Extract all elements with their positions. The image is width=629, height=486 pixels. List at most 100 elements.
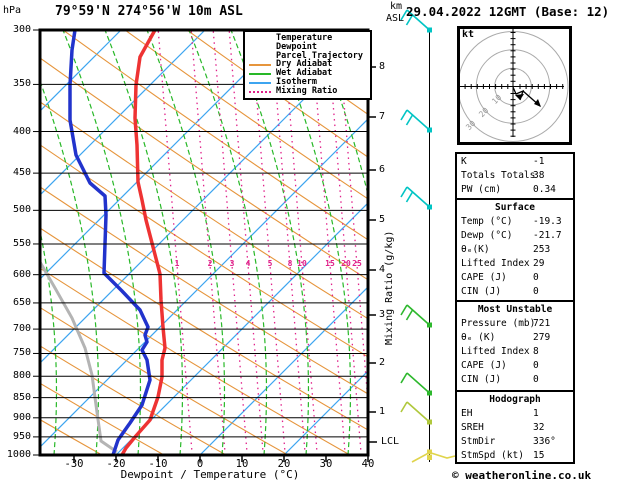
table-row-label: K: [461, 156, 467, 167]
wind-barb: [400, 186, 432, 210]
pressure-tick-label: 300: [12, 24, 31, 35]
mixing-ratio-value-label: 15: [325, 259, 335, 268]
table-section-header: Surface: [494, 202, 536, 213]
credit-footer: © weatheronline.co.uk: [452, 469, 592, 482]
dry-adiabat-line: [41, 144, 367, 357]
wet-adiabat-line: [104, 31, 184, 454]
pressure-tick-label: 600: [12, 268, 31, 280]
table-row-label: Lifted Index: [461, 346, 530, 357]
dry-adiabat-line: [41, 383, 164, 454]
legend-item: Wet Adiabat: [245, 68, 370, 79]
table-row-value: 336°: [533, 436, 556, 447]
wet-adiabat-line: [230, 31, 310, 454]
pressure-tick-label: 800: [12, 370, 31, 382]
temperature-trace: [120, 31, 167, 454]
pressure-tick-label: 850: [12, 391, 31, 403]
pressure-tick-label: 650: [12, 296, 31, 308]
station-title: 79°59'N 274°56'W 10m ASL: [55, 4, 243, 19]
temp-tick-label: 0: [196, 458, 204, 470]
legend: Temperature Dewpoint Parcel Trajectory Dry …: [243, 30, 372, 100]
dry-adiabat-line: [41, 58, 367, 280]
table-row-label: Temp (°C): [461, 216, 513, 227]
legend-swatch-isotherm: [249, 82, 271, 84]
km-tick-label: 3: [379, 309, 386, 320]
isotherm-line: [41, 31, 289, 279]
legend-item: Mixing Ratio: [245, 85, 370, 96]
hodograph-unit-label: kt: [462, 29, 475, 40]
lcl-label: LCL: [381, 436, 400, 447]
dry-adiabat-line: [63, 31, 367, 240]
km-axis-unit: km: [390, 1, 403, 12]
table-section-most-unstable: Most Unstable Pressure (mb) 721 θₑ (K) 279 Li…: [455, 300, 575, 392]
temp-tick-label: 30: [319, 458, 333, 470]
isotherm-line: [200, 287, 367, 454]
table-section-indices: K -1 Totals Totals 38 PW (cm) 0.34: [455, 152, 575, 200]
mixing-ratio-value-label: 2: [207, 259, 213, 268]
datetime-title: 29.04.2022 12GMT (Base: 12): [406, 4, 610, 19]
pressure-tick-label: 500: [12, 204, 31, 216]
pressure-tick-label: 1000: [6, 449, 31, 460]
wind-barb: [400, 372, 432, 396]
table-row-value: 8: [533, 346, 539, 357]
temp-tick-label: -20: [106, 458, 126, 470]
temp-tick-label: -30: [64, 458, 84, 470]
legend-label: Temperature: [276, 33, 333, 43]
legend-label: Dry Adiabat: [276, 59, 333, 70]
legend-item: Isotherm: [245, 77, 370, 87]
table-row-value: 29: [533, 258, 545, 269]
mixing-ratio-line: [190, 31, 226, 454]
legend-item: Dry Adiabat: [245, 59, 370, 70]
table-row-label: CIN (J): [461, 286, 502, 297]
temp-tick-label: 40: [361, 458, 375, 470]
km-tick-label: 7: [379, 111, 386, 122]
km-tick-label: 6: [379, 164, 386, 175]
pressure-tick-label: 550: [12, 237, 31, 249]
wind-barb: [400, 304, 432, 328]
table-row-value: 0: [533, 272, 539, 283]
table-row-value: 1: [533, 408, 539, 419]
hodograph-arrowhead: [534, 99, 541, 107]
table-row-value: -19.3: [533, 216, 562, 227]
isotherm-line: [41, 35, 367, 363]
hodograph: [457, 29, 569, 142]
table-row-value: 32: [533, 422, 545, 433]
table-row-label: CIN (J): [461, 374, 502, 385]
mixing-ratio-value-label: 10: [297, 259, 307, 268]
table-row-value: 279: [533, 332, 551, 343]
legend-item: Dewpoint: [245, 42, 370, 52]
legend-item: Temperature: [245, 33, 370, 43]
temp-tick-label: -10: [148, 458, 168, 470]
dry-adiabat-line: [41, 268, 350, 454]
wet-adiabat-line: [41, 232, 58, 454]
wet-adiabat-line: [314, 31, 367, 194]
legend-label: Mixing Ratio: [276, 85, 338, 96]
table-section-header: Hodograph: [489, 394, 541, 405]
hodograph-arrowhead: [515, 94, 524, 100]
table-row-value: -1: [533, 156, 545, 167]
mixing-ratio-value-label: 8: [287, 259, 293, 268]
mixing-ratio-value-label: 3: [229, 259, 235, 268]
dry-adiabat-line: [41, 227, 367, 431]
wind-barb: [400, 109, 432, 133]
mixing-ratio-value-label: 25: [352, 259, 362, 268]
pressure-unit-label: hPa: [3, 5, 22, 16]
table-row-label: θₑ (K): [461, 332, 496, 343]
pressure-tick-label: 950: [12, 430, 31, 442]
table-row-value: 721: [533, 318, 551, 329]
wet-adiabat-line: [41, 81, 100, 454]
mixing-ratio-value-label: 5: [267, 259, 273, 268]
wet-adiabat-line: [62, 31, 142, 454]
dry-adiabat-line: [41, 186, 367, 394]
table-row-label: EH: [461, 408, 473, 419]
asl-axis-unit: ASL: [386, 13, 405, 24]
legend-label: Wet Adiabat: [276, 68, 333, 79]
table-row-label: Lifted Index: [461, 258, 530, 269]
table-row-value: 0: [533, 374, 539, 385]
mixing-ratio-value-label: 20: [341, 259, 351, 268]
legend-item: Parcel Trajectory: [245, 51, 370, 61]
table-row-label: Pressure (mb): [461, 318, 536, 329]
table-row-value: 253: [533, 244, 551, 255]
mixing-ratio-value-label: 4: [245, 259, 251, 268]
